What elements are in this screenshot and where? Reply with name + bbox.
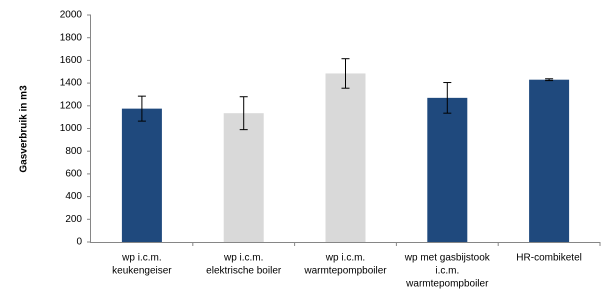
y-tick-label: 400 (65, 191, 82, 202)
x-tick-label: wp met gasbijstook (404, 253, 491, 264)
x-tick-label: warmtepompboiler (405, 279, 489, 290)
y-tick-label: 0 (76, 237, 82, 248)
x-tick-label: warmtepompboiler (303, 266, 387, 277)
y-tick-label: 1600 (60, 55, 83, 66)
bar (223, 113, 264, 243)
bar (325, 73, 366, 242)
error-bar (341, 58, 350, 89)
x-tick-label: wp i.c.m. (121, 253, 161, 264)
error-bar (443, 82, 452, 114)
x-tick-label: HR-combiketel (516, 253, 582, 264)
x-tick-label: wp i.c.m. (325, 253, 365, 264)
error-bar (239, 96, 248, 131)
bar (427, 97, 468, 242)
bar (121, 108, 162, 242)
x-tick-label: elektrische boiler (206, 266, 282, 277)
x-tick-label: keukengeiser (112, 266, 172, 277)
y-tick-label: 200 (65, 214, 82, 225)
y-tick-label: 800 (65, 146, 82, 157)
y-tick-label: 1000 (60, 123, 83, 134)
y-tick-label: 1400 (60, 78, 83, 89)
error-bar (545, 78, 554, 82)
x-tick-label: i.c.m. (435, 266, 459, 277)
error-bar (137, 95, 146, 122)
y-tick-label: 600 (65, 169, 82, 180)
bar (529, 79, 570, 242)
y-tick-label: 2000 (60, 10, 83, 21)
x-tick-label: wp i.c.m. (223, 253, 263, 264)
y-tick-label: 1800 (60, 32, 83, 43)
y-axis-label: Gasverbruik in m3 (19, 85, 30, 173)
y-tick-label: 1200 (60, 100, 83, 111)
